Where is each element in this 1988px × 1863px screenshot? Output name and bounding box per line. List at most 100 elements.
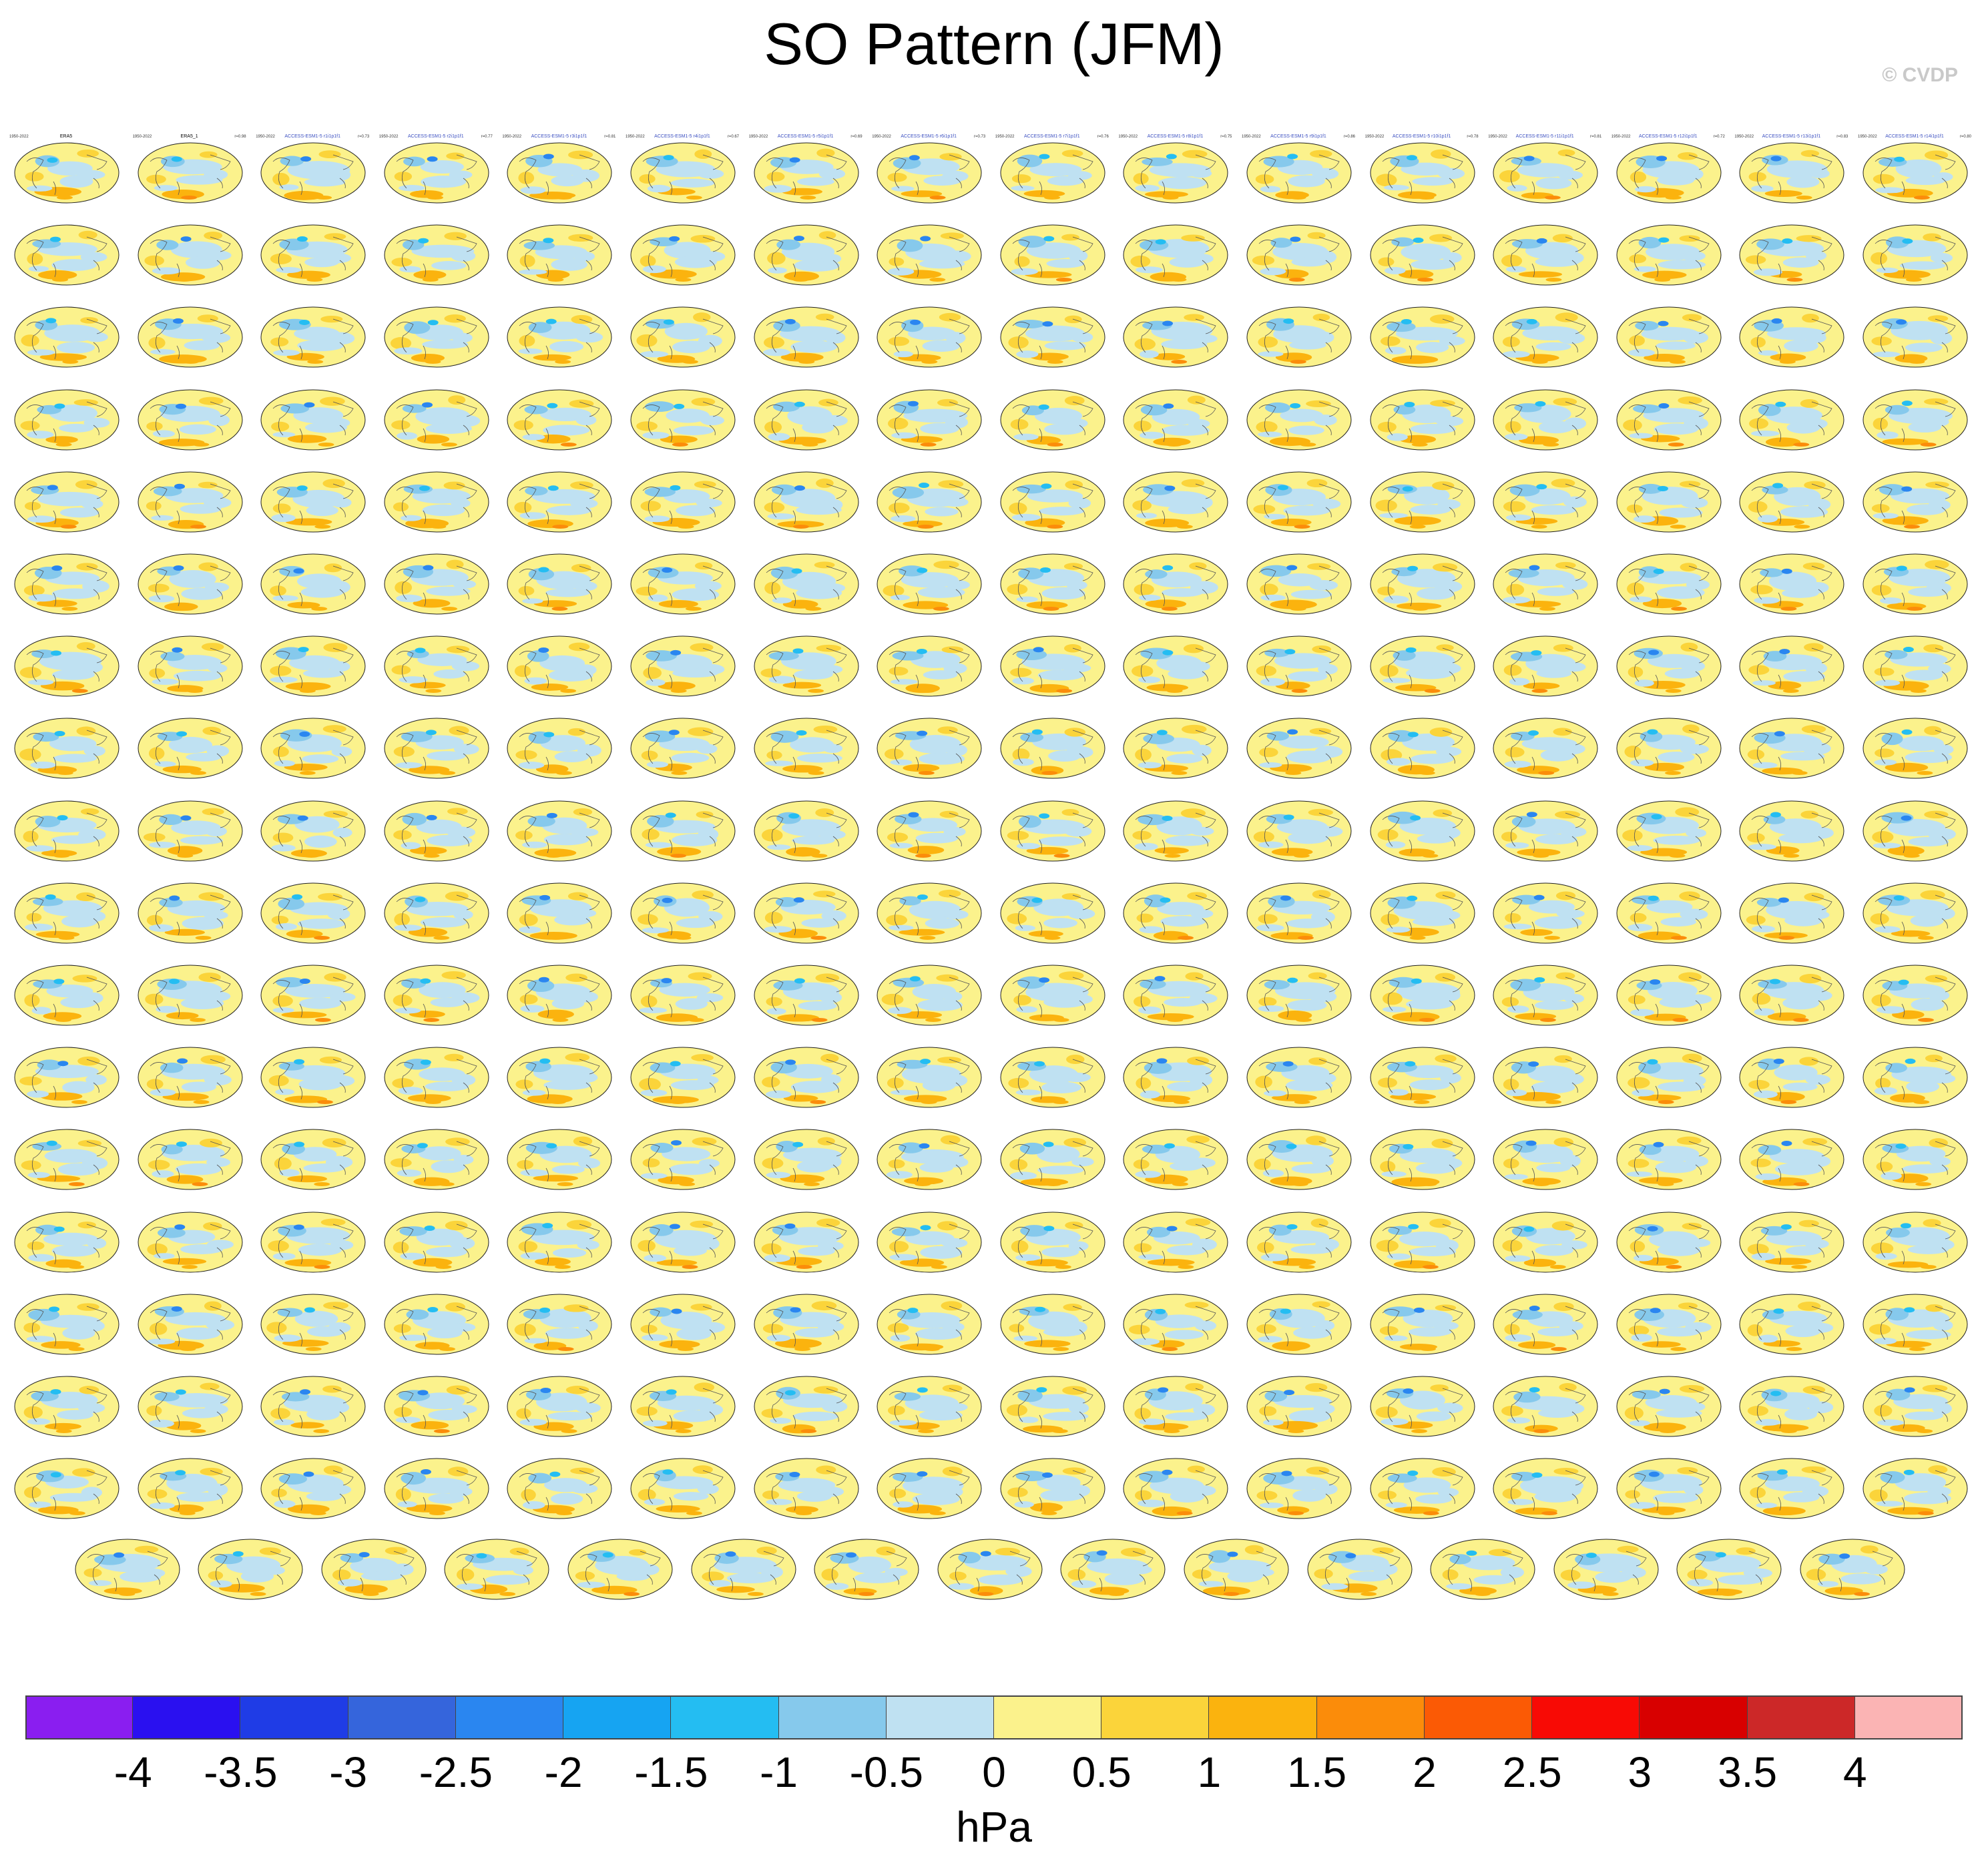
- anomaly-region: [812, 890, 836, 898]
- anomaly-region: [570, 827, 599, 836]
- anomaly-region: [1013, 433, 1039, 441]
- anomaly-region: [772, 401, 800, 412]
- anomaly-region: [897, 1059, 928, 1069]
- map-panel: [1179, 1530, 1292, 1602]
- coastline: [1382, 1059, 1463, 1100]
- anomaly-region: [1629, 433, 1653, 439]
- map-plot: [877, 1212, 982, 1273]
- anomaly-low: [1154, 976, 1166, 982]
- map-panel: [626, 874, 739, 946]
- anomaly-low: [669, 236, 680, 242]
- anomaly-high: [192, 442, 209, 447]
- anomaly-low: [423, 565, 434, 571]
- anomaly-low: [917, 567, 928, 573]
- coastline: [1012, 1306, 1093, 1346]
- anomaly-region: [1135, 1171, 1162, 1179]
- anomaly-region: [398, 185, 425, 192]
- anomaly-region: [1429, 1218, 1451, 1228]
- anomaly-region: [1752, 925, 1776, 933]
- anomaly-high: [1167, 689, 1184, 694]
- coastline: [1875, 730, 1956, 771]
- anomaly-region: [1886, 1227, 1910, 1238]
- anomaly-region: [1318, 663, 1338, 675]
- coastline: [642, 401, 724, 442]
- map-panel: [1242, 874, 1355, 946]
- map-plot: [1370, 224, 1475, 286]
- anomaly-region: [1923, 1218, 1941, 1227]
- map-panel: [133, 1120, 246, 1192]
- anomaly-region: [77, 1221, 96, 1228]
- anomaly-region: [1259, 748, 1278, 758]
- anomaly-region: [818, 168, 845, 180]
- map-border: [260, 800, 366, 862]
- anomaly-region: [815, 478, 834, 488]
- anomaly-region: [208, 1571, 224, 1581]
- map-panel: [256, 627, 369, 699]
- map-border: [877, 1129, 982, 1190]
- map-plot: [14, 306, 119, 368]
- anomaly-region: [272, 172, 290, 186]
- coastline: [396, 812, 477, 853]
- map-panel: [872, 216, 985, 288]
- anomaly-high: [438, 1182, 455, 1187]
- map-panel: [256, 1038, 369, 1110]
- anomaly-high: [1543, 442, 1559, 447]
- map-panel: [1242, 956, 1355, 1028]
- anomaly-region: [1380, 336, 1401, 346]
- coastline: [949, 1551, 1031, 1592]
- map-border: [754, 1129, 859, 1190]
- anomaly-high: [71, 1100, 88, 1105]
- map-panel: [1365, 1449, 1479, 1521]
- coastline: [1875, 565, 1956, 607]
- anomaly-region: [1505, 514, 1531, 521]
- anomaly-region: [891, 186, 915, 192]
- map-plot: [507, 1376, 612, 1437]
- anomaly-region: [1680, 908, 1708, 920]
- anomaly-region: [1270, 518, 1312, 527]
- anomaly-region: [522, 841, 547, 848]
- anomaly-low: [788, 1472, 800, 1478]
- anomaly-region: [413, 599, 451, 608]
- anomaly-region: [1752, 1252, 1776, 1260]
- anomaly-region: [1882, 516, 1929, 525]
- anomaly-region: [1505, 912, 1521, 923]
- anomaly-region: [1808, 826, 1834, 839]
- map-panel: [1488, 1203, 1601, 1275]
- panel-period: 1950-2022: [9, 135, 29, 139]
- anomaly-region: [1628, 1159, 1650, 1169]
- colorbar-segment: [1101, 1695, 1210, 1740]
- map-border: [1246, 800, 1352, 862]
- anomaly-high: [362, 1592, 379, 1597]
- anomaly-region: [1502, 1488, 1522, 1499]
- map-panel: [1858, 380, 1971, 453]
- anomaly-high: [811, 853, 828, 858]
- map-plot: [1616, 1294, 1722, 1355]
- anomaly-low: [1773, 1308, 1784, 1314]
- coastline: [1258, 1470, 1340, 1511]
- coastline: [1382, 483, 1463, 524]
- coastline: [1505, 977, 1586, 1018]
- anomaly-high: [1290, 360, 1306, 364]
- map-border: [1123, 800, 1228, 862]
- anomaly-region: [540, 735, 586, 752]
- anomaly-region: [639, 174, 656, 184]
- map-plot: [1123, 1047, 1228, 1108]
- anomaly-low: [172, 318, 184, 324]
- anomaly-region: [27, 349, 55, 356]
- anomaly-region: [659, 1340, 700, 1348]
- anomaly-low: [1042, 321, 1053, 327]
- anomaly-region: [1756, 1503, 1778, 1509]
- coastline: [150, 1388, 231, 1429]
- anomaly-region: [1256, 924, 1284, 932]
- anomaly-region: [1507, 184, 1527, 192]
- anomaly-region: [766, 252, 786, 265]
- coastline: [1505, 647, 1586, 689]
- map-panel: [379, 1449, 493, 1521]
- map-panel: [1055, 1530, 1169, 1602]
- anomaly-region: [1034, 407, 1082, 425]
- anomaly-region: [1027, 489, 1083, 503]
- anomaly-region: [286, 518, 332, 526]
- anomaly-region: [76, 563, 98, 571]
- coastline: [1012, 1059, 1093, 1100]
- colorbar: [25, 1695, 1963, 1740]
